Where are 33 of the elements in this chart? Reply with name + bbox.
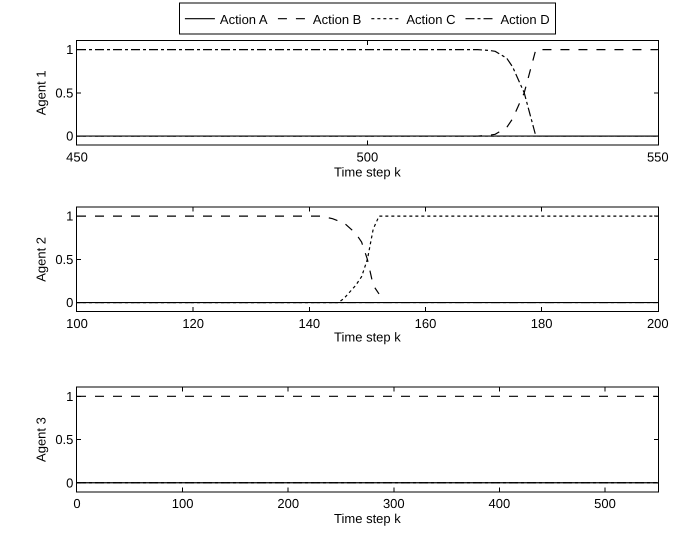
x-tick-label: 400 (488, 496, 510, 511)
y-axis-title: Agent 1 (33, 70, 48, 116)
y-tick-label: 0 (66, 295, 74, 310)
y-tick-label: 0 (66, 128, 74, 144)
y-tick-label: 0.5 (55, 85, 74, 100)
x-axis-title: Time step k (334, 511, 402, 526)
x-tick-label: 200 (646, 316, 669, 331)
x-tick-label: 500 (594, 496, 616, 511)
y-axis-title: Agent 3 (33, 417, 48, 462)
y-tick-label: 0.5 (55, 432, 74, 448)
x-tick-label: 120 (182, 316, 204, 331)
x-tick-label: 180 (530, 316, 552, 331)
x-tick-label: 550 (646, 149, 669, 164)
legend-label: Action D (500, 12, 550, 27)
x-tick-label: 100 (172, 496, 194, 511)
legend-label: Action B (312, 12, 362, 27)
legend-label: Action A (220, 12, 268, 27)
y-tick-label: 0.5 (55, 252, 74, 267)
x-tick-label: 140 (298, 316, 320, 331)
x-tick-label: 500 (356, 149, 378, 164)
x-tick-label: 160 (414, 316, 436, 331)
y-tick-label: 1 (66, 42, 74, 58)
y-tick-label: 1 (66, 388, 74, 404)
y-tick-label: 0 (66, 475, 74, 490)
x-tick-label: 200 (277, 496, 300, 511)
x-tick-label: 450 (66, 149, 88, 164)
x-tick-label: 100 (66, 316, 88, 331)
x-tick-label: 300 (382, 496, 405, 511)
legend-label: Action C (406, 12, 456, 27)
y-axis-title: Agent 2 (33, 236, 48, 282)
y-tick-label: 1 (66, 208, 74, 224)
x-axis-title: Time step k (334, 329, 402, 344)
x-axis-title: Time step k (334, 164, 402, 180)
